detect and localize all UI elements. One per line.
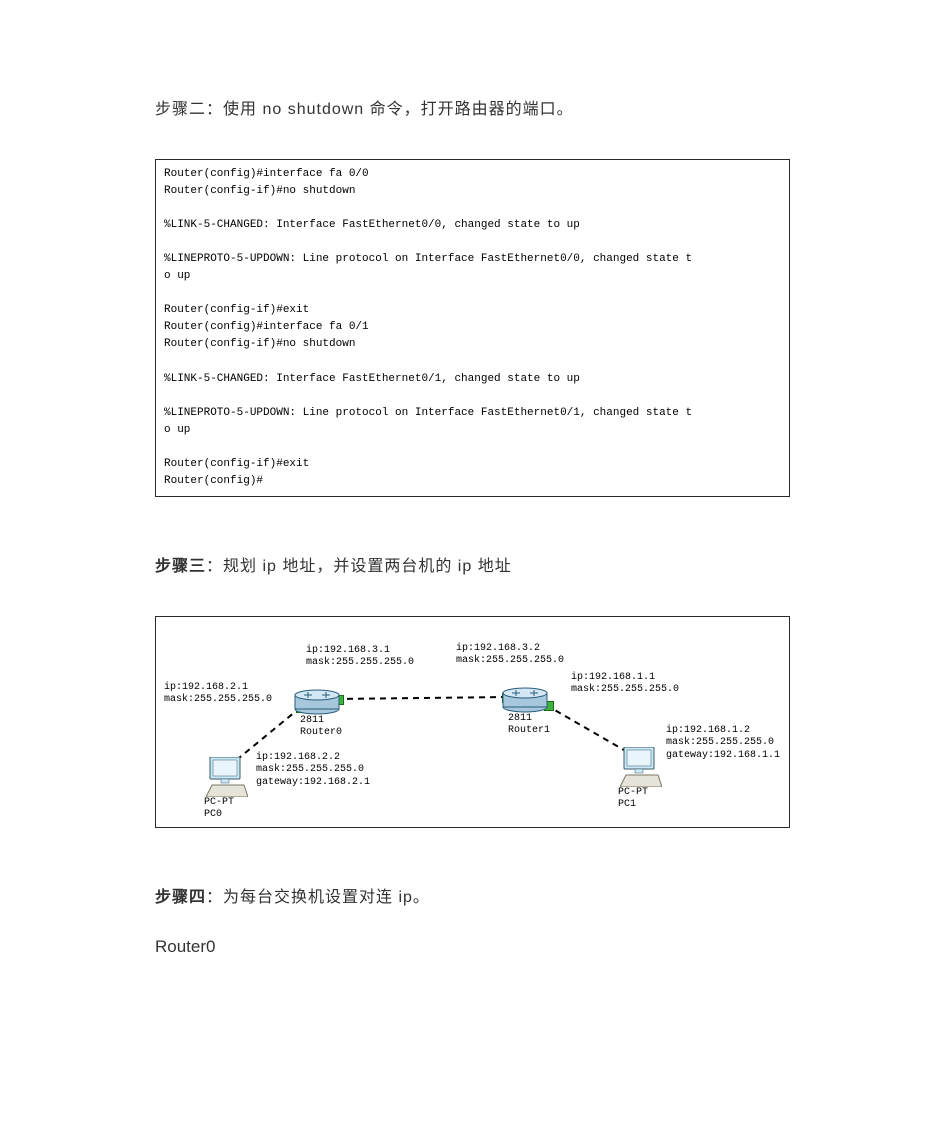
page: 步骤二：使用 no shutdown 命令，打开路由器的端口。 Router(c… [0,0,945,1057]
router1-label: 2811 Router1 [508,713,550,737]
router1-icon [502,687,548,713]
ip-label-pc1: ip:192.168.1.2 mask:255.255.255.0 gatewa… [666,725,780,763]
ip-label-r0_right: ip:192.168.3.1 mask:255.255.255.0 [306,645,414,670]
pc1-label: PC-PT PC1 [618,787,648,811]
pc1-icon [620,747,662,787]
step2-title-bold: 步骤二 [155,101,206,118]
step4-title: 步骤四：为每台交换机设置对连 ip。 [155,883,790,907]
router0-icon [294,689,340,715]
pc0-icon [206,757,248,797]
step3-title-bold: 步骤三 [155,558,206,575]
network-diagram: 2811 Router0 2811 Router1 PC-PT PC0 PC-P… [155,616,790,828]
step4-title-bold: 步骤四 [155,889,206,906]
step3-title: 步骤三：规划 ip 地址，并设置两台机的 ip 地址 [155,552,790,576]
step2-terminal: Router(config)#interface fa 0/0 Router(c… [155,159,790,497]
step2-title-rest: ：使用 no shutdown 命令，打开路由器的端口。 [206,101,574,118]
step4-title-rest: ：为每台交换机设置对连 ip。 [206,889,430,906]
step4-subtitle: Router0 [155,937,790,957]
ip-label-r1_right: ip:192.168.1.1 mask:255.255.255.0 [571,672,679,697]
ip-label-pc0: ip:192.168.2.2 mask:255.255.255.0 gatewa… [256,752,370,790]
pc0-label: PC-PT PC0 [204,797,234,821]
wire [336,697,506,699]
router0-label: 2811 Router0 [300,715,342,739]
ip-label-r1_left: ip:192.168.3.2 mask:255.255.255.0 [456,643,564,668]
step2-title: 步骤二：使用 no shutdown 命令，打开路由器的端口。 [155,95,790,119]
ip-label-r0_left: ip:192.168.2.1 mask:255.255.255.0 [164,682,272,707]
step3-title-rest: ：规划 ip 地址，并设置两台机的 ip 地址 [206,558,512,575]
